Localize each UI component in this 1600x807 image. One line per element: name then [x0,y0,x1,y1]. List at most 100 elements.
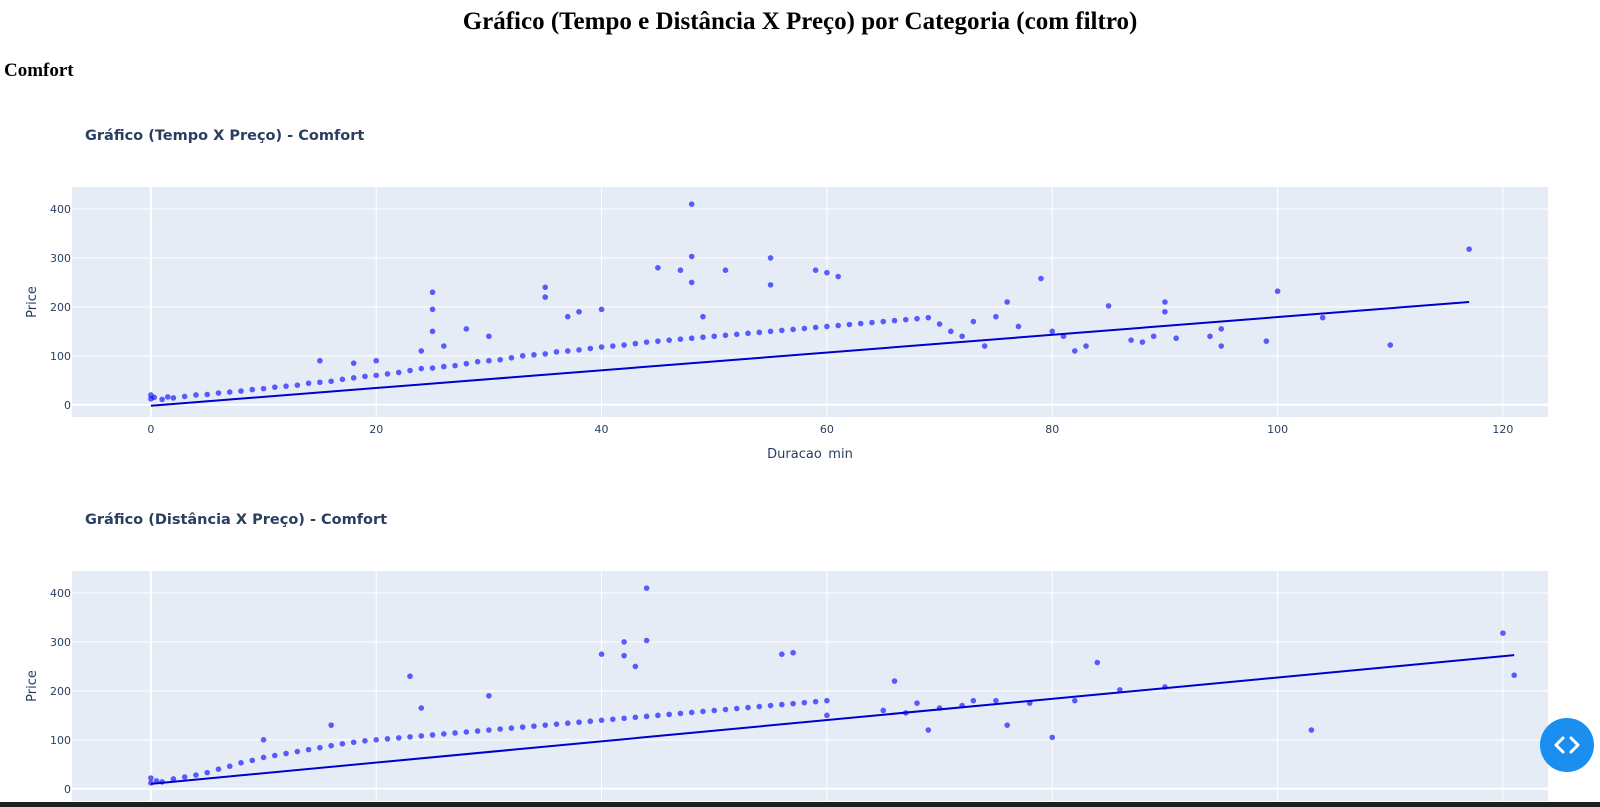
data-point [677,267,684,273]
data-point [688,253,695,260]
data-point [542,722,549,728]
data-point [891,317,898,324]
data-point [441,731,447,737]
data-point [260,754,267,761]
data-point [1071,348,1078,354]
data-point [452,362,458,369]
data-point [519,353,526,359]
data-point [283,383,289,389]
plot-area [72,187,1548,417]
y-tick-label: 0 [64,399,71,412]
data-point [531,352,537,358]
data-point [317,357,323,364]
code-brackets-icon [1554,736,1580,754]
data-point [767,282,774,288]
y-tick-label: 300 [50,252,71,265]
data-point [790,326,796,333]
data-point [711,707,718,714]
y-tick-label: 400 [50,203,71,216]
data-point [305,746,312,753]
data-point [812,698,819,705]
data-point [1049,328,1056,335]
data-point [745,330,751,337]
data-point [328,722,334,728]
data-point [429,328,436,335]
data-point [474,358,481,365]
chart-title: Gráfico (Distância X Preço) - Comfort [85,512,388,528]
data-point [1263,338,1270,344]
data-point [610,716,616,723]
x-tick-label: 120 [1492,423,1513,436]
data-point [857,320,864,327]
data-point [688,709,695,716]
data-point [497,726,503,732]
data-point [474,728,481,734]
data-point [272,752,278,759]
data-point [418,365,425,372]
data-point [1274,288,1281,295]
data-point [756,703,763,710]
data-point [745,704,751,711]
data-point [812,267,819,273]
data-point [779,651,785,657]
data-point [722,706,729,713]
y-axis-label: Price [25,670,40,702]
plot-area [72,571,1548,801]
scatter-points [148,201,1472,403]
data-point [767,255,774,261]
data-point [542,284,549,291]
data-point [1150,333,1157,340]
data-point [148,775,154,781]
x-tick-label: 100 [1267,423,1288,436]
data-point [655,338,661,344]
data-point [1071,697,1078,704]
data-point [914,700,920,706]
data-point [688,279,695,286]
data-point [238,760,244,766]
data-point [542,294,549,300]
data-point [756,329,763,336]
scatter-plot-time-price[interactable]: 0 20 40 60 80 100 120 0 100 200 300 400 Price Duracao… [0,128,1600,458]
data-point [463,729,470,735]
scatter-plot-distance-price[interactable]: 0 100 200 300 400 Price [0,512,1600,802]
data-point [193,772,199,778]
data-point [621,715,627,722]
data-point [328,742,334,749]
data-point [486,692,492,699]
data-point [801,699,808,706]
data-point [1128,337,1134,343]
data-point [362,738,368,744]
x-axis-label: Duracao_min [767,447,853,458]
data-point [925,314,932,321]
data-point [587,718,594,725]
data-point [643,713,650,720]
data-point [666,711,672,718]
data-point [294,748,301,755]
y-axis-label: Price [25,286,40,318]
data-point [429,289,436,296]
data-point [666,337,672,343]
trend-line [150,301,1470,407]
data-point [925,727,932,733]
data-point [553,349,560,355]
data-point [632,714,639,721]
data-point [621,639,627,645]
data-point [790,700,796,707]
data-point [643,585,650,591]
data-point [576,347,582,353]
data-point [508,354,515,361]
data-point [655,712,661,719]
data-point [407,734,413,740]
data-point [204,769,211,776]
data-point [384,371,391,377]
data-point [384,736,391,742]
data-point [226,389,233,395]
code-toggle-button[interactable] [1540,718,1594,772]
data-point [1162,299,1168,305]
data-point [655,264,661,271]
data-point [936,321,943,327]
data-point [767,328,774,335]
data-point [170,395,177,401]
data-point [159,396,165,403]
y-tick-label: 300 [50,636,71,649]
